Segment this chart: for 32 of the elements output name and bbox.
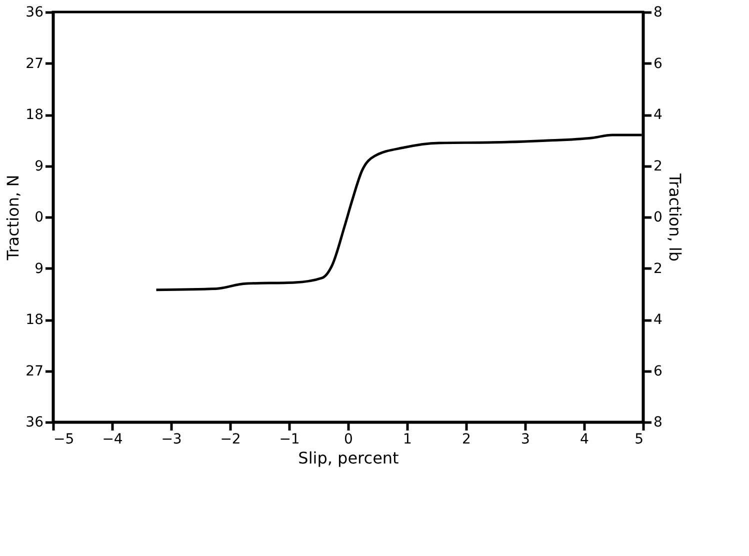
- x-tick-label: 3: [521, 432, 530, 448]
- x-tick-label: 1: [403, 432, 412, 448]
- y-tick-label: 0: [34, 210, 44, 226]
- y2-tick-label: 4: [654, 312, 662, 328]
- x-tick-label: −4: [102, 432, 123, 448]
- y2-tick-label: 6: [654, 56, 662, 72]
- y-tick-label: 27: [26, 56, 44, 72]
- x-axis-title: Slip, percent: [298, 448, 399, 468]
- y2-tick-label: 4: [654, 107, 662, 123]
- x-tick-label: 2: [462, 432, 471, 448]
- y-tick-label: 36: [26, 414, 44, 430]
- x-tick-label: 5: [634, 432, 644, 448]
- y2-tick-label: 2: [654, 158, 662, 174]
- y-tick-label: 18: [26, 312, 44, 328]
- y-tick-label: 9: [34, 158, 44, 174]
- y-axis-title: Traction, N: [4, 174, 23, 262]
- x-tick-label: −2: [220, 432, 241, 448]
- y2-tick-label: 0: [654, 210, 662, 226]
- y-tick-label: 9: [34, 260, 44, 277]
- y2-tick-label: 2: [654, 260, 662, 277]
- y-tick-label: 27: [26, 363, 44, 380]
- y-tick-label: 18: [26, 107, 44, 123]
- y2-tick-label: 8: [654, 414, 662, 430]
- x-tick-label: −3: [161, 432, 182, 448]
- y2-axis-title: Traction, lb: [665, 172, 684, 262]
- x-tick-label: −1: [279, 432, 300, 448]
- x-tick-label: −5: [54, 432, 74, 448]
- x-tick-label: 4: [580, 432, 590, 448]
- y2-tick-label: 8: [654, 4, 662, 20]
- y-tick-label: 36: [26, 4, 44, 20]
- y2-tick-label: 6: [654, 363, 662, 380]
- x-tick-label: 0: [344, 432, 353, 448]
